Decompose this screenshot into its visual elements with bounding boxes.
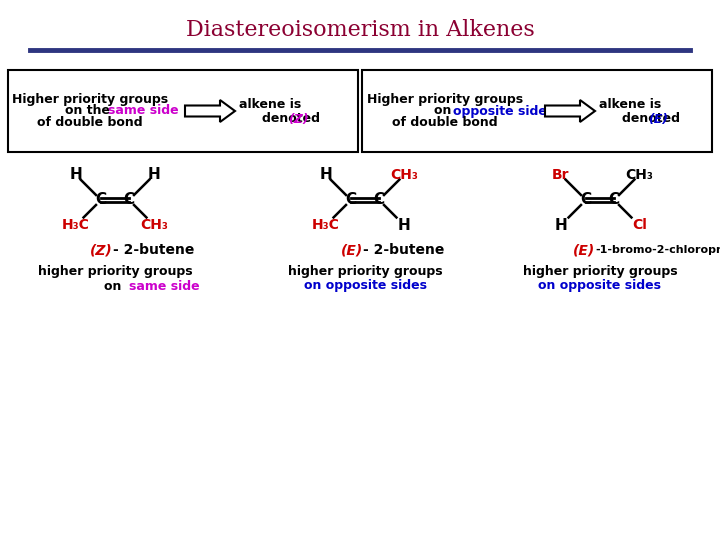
Text: H: H [69,167,82,182]
Text: - 2-butene: - 2-butene [363,243,444,257]
Text: opposite sides: opposite sides [453,105,554,118]
Text: on: on [434,105,456,118]
Text: H₃C: H₃C [312,219,340,232]
Text: (Z): (Z) [288,112,308,125]
Text: C: C [96,192,107,207]
Text: C: C [346,192,356,207]
Text: CH₃: CH₃ [626,167,653,181]
Text: denoted: denoted [262,112,325,125]
Polygon shape [185,100,235,122]
Text: H: H [554,218,567,233]
Text: of double bond: of double bond [392,117,498,130]
Text: Higher priority groups: Higher priority groups [367,92,523,105]
Text: CH₃: CH₃ [390,167,418,181]
Text: CH₃: CH₃ [140,219,168,232]
Text: C: C [123,192,135,207]
Text: (E): (E) [648,112,668,125]
Text: C: C [374,192,384,207]
Text: Br: Br [552,167,570,181]
Text: H₃C: H₃C [62,219,89,232]
Text: alkene is: alkene is [599,98,661,111]
Text: on opposite sides: on opposite sides [539,280,662,293]
Text: Higher priority groups: Higher priority groups [12,92,168,105]
Text: denoted: denoted [622,112,685,125]
Text: H: H [319,167,332,182]
Text: (E): (E) [341,243,363,257]
Text: H: H [148,167,161,182]
Text: of double bond: of double bond [37,117,143,130]
Text: Diastereoisomerism in Alkenes: Diastereoisomerism in Alkenes [186,19,534,41]
Text: same side: same side [129,280,199,293]
FancyBboxPatch shape [362,70,712,152]
Text: higher priority groups: higher priority groups [523,266,678,279]
Text: (E): (E) [572,243,595,257]
FancyBboxPatch shape [8,70,358,152]
Text: -1-bromo-2-chloropropene: -1-bromo-2-chloropropene [595,245,720,255]
Text: alkene is: alkene is [239,98,301,111]
Text: (Z): (Z) [90,243,113,257]
Text: higher priority groups: higher priority groups [37,266,192,279]
Text: C: C [608,192,620,207]
Text: on the: on the [66,105,114,118]
Text: same side: same side [108,105,179,118]
Text: H: H [398,218,411,233]
Text: - 2-butene: - 2-butene [113,243,194,257]
Text: C: C [580,192,592,207]
Text: on opposite sides: on opposite sides [304,280,426,293]
Text: higher priority groups: higher priority groups [288,266,442,279]
Text: Cl: Cl [632,219,647,232]
Polygon shape [545,100,595,122]
Text: on: on [104,280,126,293]
